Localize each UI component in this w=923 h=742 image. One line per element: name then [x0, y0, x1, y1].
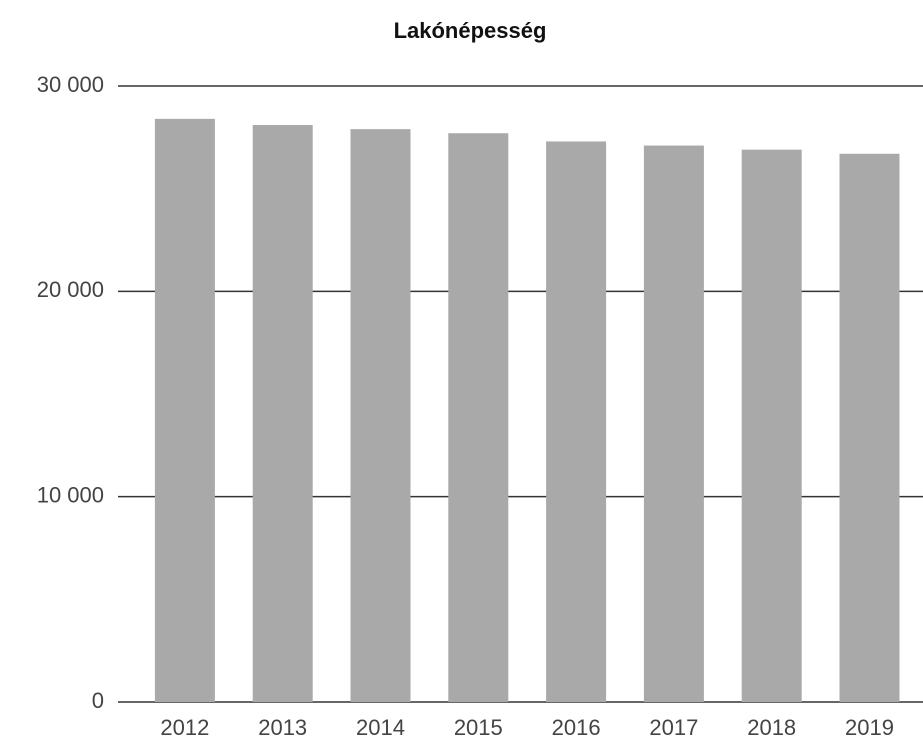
- y-tick-label: 30 000: [37, 72, 104, 97]
- bar: [546, 141, 607, 702]
- bar: [839, 153, 900, 702]
- y-tick-label: 20 000: [37, 277, 104, 302]
- bar: [252, 125, 313, 703]
- chart-title: Lakónépesség: [394, 18, 547, 43]
- y-tick-label: 0: [92, 688, 104, 713]
- x-tick-label: 2015: [454, 715, 503, 740]
- x-tick-label: 2014: [356, 715, 405, 740]
- x-tick-label: 2017: [649, 715, 698, 740]
- bar: [154, 118, 215, 702]
- x-tick-label: 2012: [160, 715, 209, 740]
- x-tick-label: 2016: [552, 715, 601, 740]
- y-tick-label: 10 000: [37, 482, 104, 507]
- x-tick-label: 2018: [747, 715, 796, 740]
- bar: [643, 145, 704, 703]
- x-tick-label: 2019: [845, 715, 894, 740]
- bar: [448, 133, 509, 702]
- bar: [350, 129, 411, 702]
- bar: [741, 149, 802, 703]
- x-tick-label: 2013: [258, 715, 307, 740]
